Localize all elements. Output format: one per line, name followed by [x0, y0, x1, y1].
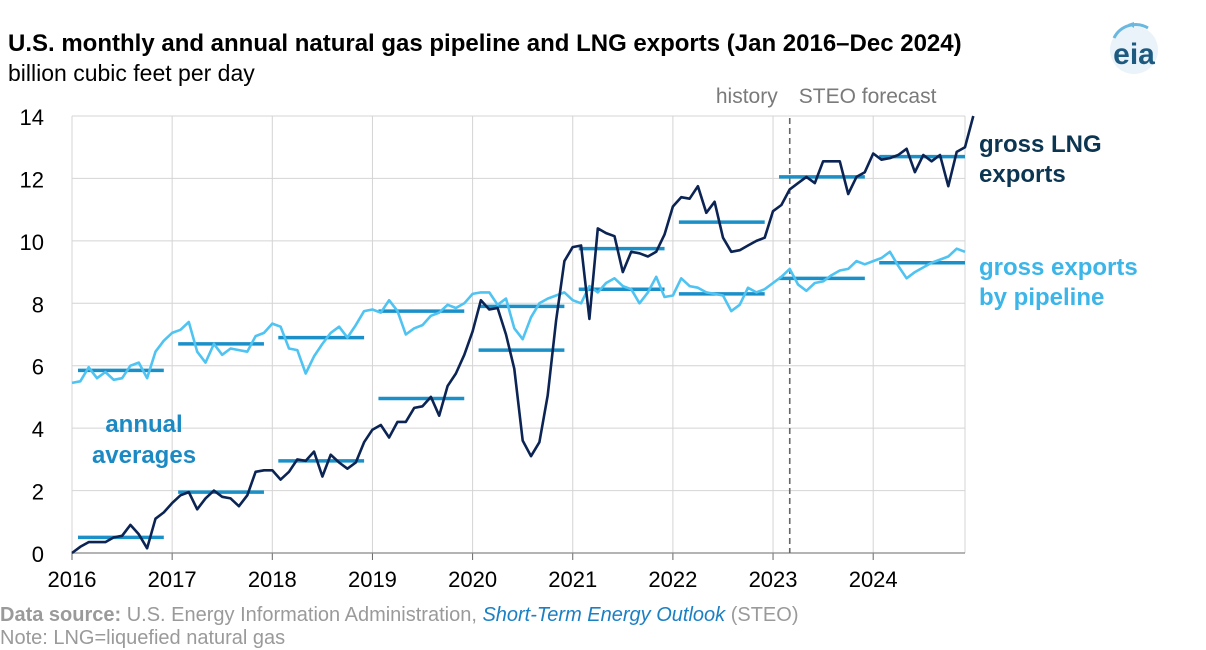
eia-logo: eia [1110, 22, 1158, 74]
x-tick-label: 2016 [48, 567, 97, 592]
footnote: Note: LNG=liquefied natural gas [0, 627, 286, 649]
y-tick-label: 8 [32, 292, 44, 317]
x-tick-label: 2017 [148, 567, 197, 592]
y-tick-label: 6 [32, 355, 44, 380]
source-label: Data source: [0, 604, 122, 626]
y-tick-label: 2 [32, 480, 44, 505]
x-tick-label: 2021 [548, 567, 597, 592]
annual-averages-label: annual averages [92, 411, 196, 469]
pipeline-series-label: gross exports by pipeline [979, 254, 1138, 311]
x-tick-label: 2023 [749, 567, 798, 592]
y-tick-label: 10 [20, 230, 44, 255]
x-tick-label: 2020 [448, 567, 497, 592]
pipeline-exports-line [71, 247, 966, 385]
source-text: U.S. Energy Information Administration, [126, 604, 477, 626]
source-suffix: (STEO) [730, 604, 799, 626]
chart-title: U.S. monthly and annual natural gas pipe… [8, 30, 962, 57]
y-tick-label: 4 [32, 417, 44, 442]
y-tick-label: 14 [20, 105, 44, 130]
source-link[interactable]: Short-Term Energy Outlook [482, 604, 726, 626]
chart-area: 0 2 4 6 8 10 12 14 2016 2017 2018 2019 2020 2021 2022 2… [20, 85, 1138, 592]
y-tick-label: 12 [20, 167, 44, 192]
lng-exports-line [71, 115, 975, 555]
forecast-label: STEO forecast [799, 85, 937, 108]
logo-text: eia [1113, 38, 1155, 71]
chart-subtitle: billion cubic feet per day [8, 60, 255, 86]
y-tick-label: 0 [32, 542, 44, 567]
x-tick-label: 2024 [849, 567, 898, 592]
x-tick-label: 2019 [348, 567, 397, 592]
data-source: Data source: U.S. Energy Information Adm… [0, 604, 798, 627]
x-tick-label: 2022 [648, 567, 697, 592]
x-tick-label: 2018 [248, 567, 297, 592]
lng-series-label: gross LNG exports [979, 131, 1102, 188]
history-label: history [716, 85, 778, 108]
